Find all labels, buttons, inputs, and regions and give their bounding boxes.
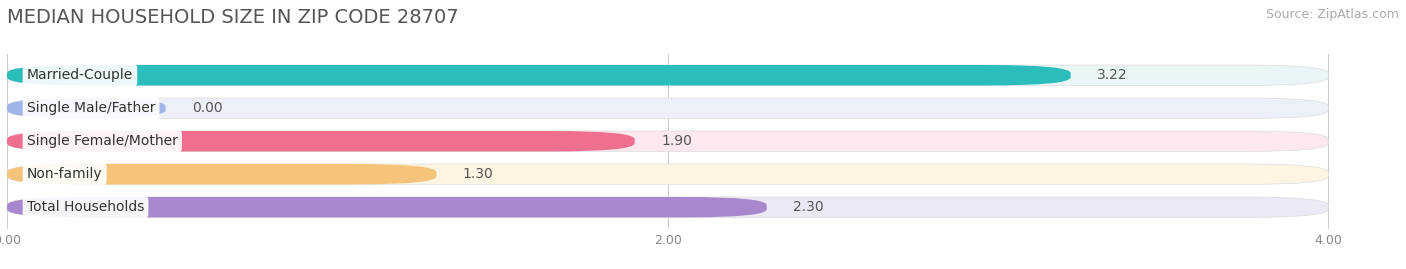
FancyBboxPatch shape [7, 131, 1329, 151]
FancyBboxPatch shape [7, 98, 1329, 118]
FancyBboxPatch shape [7, 65, 1329, 86]
Text: 2.30: 2.30 [793, 200, 824, 214]
Text: Total Households: Total Households [27, 200, 145, 214]
Text: MEDIAN HOUSEHOLD SIZE IN ZIP CODE 28707: MEDIAN HOUSEHOLD SIZE IN ZIP CODE 28707 [7, 8, 458, 27]
Text: Single Male/Father: Single Male/Father [27, 101, 155, 115]
Text: Source: ZipAtlas.com: Source: ZipAtlas.com [1265, 8, 1399, 21]
Text: 0.00: 0.00 [193, 101, 222, 115]
Text: Non-family: Non-family [27, 167, 103, 181]
Text: Married-Couple: Married-Couple [27, 68, 134, 82]
FancyBboxPatch shape [7, 65, 1071, 86]
Text: Single Female/Mother: Single Female/Mother [27, 134, 177, 148]
FancyBboxPatch shape [7, 164, 1329, 185]
FancyBboxPatch shape [7, 164, 436, 185]
Text: 1.90: 1.90 [661, 134, 692, 148]
Text: 3.22: 3.22 [1097, 68, 1128, 82]
FancyBboxPatch shape [7, 98, 166, 118]
FancyBboxPatch shape [7, 131, 634, 151]
FancyBboxPatch shape [7, 197, 766, 217]
Text: 1.30: 1.30 [463, 167, 494, 181]
FancyBboxPatch shape [7, 197, 1329, 217]
